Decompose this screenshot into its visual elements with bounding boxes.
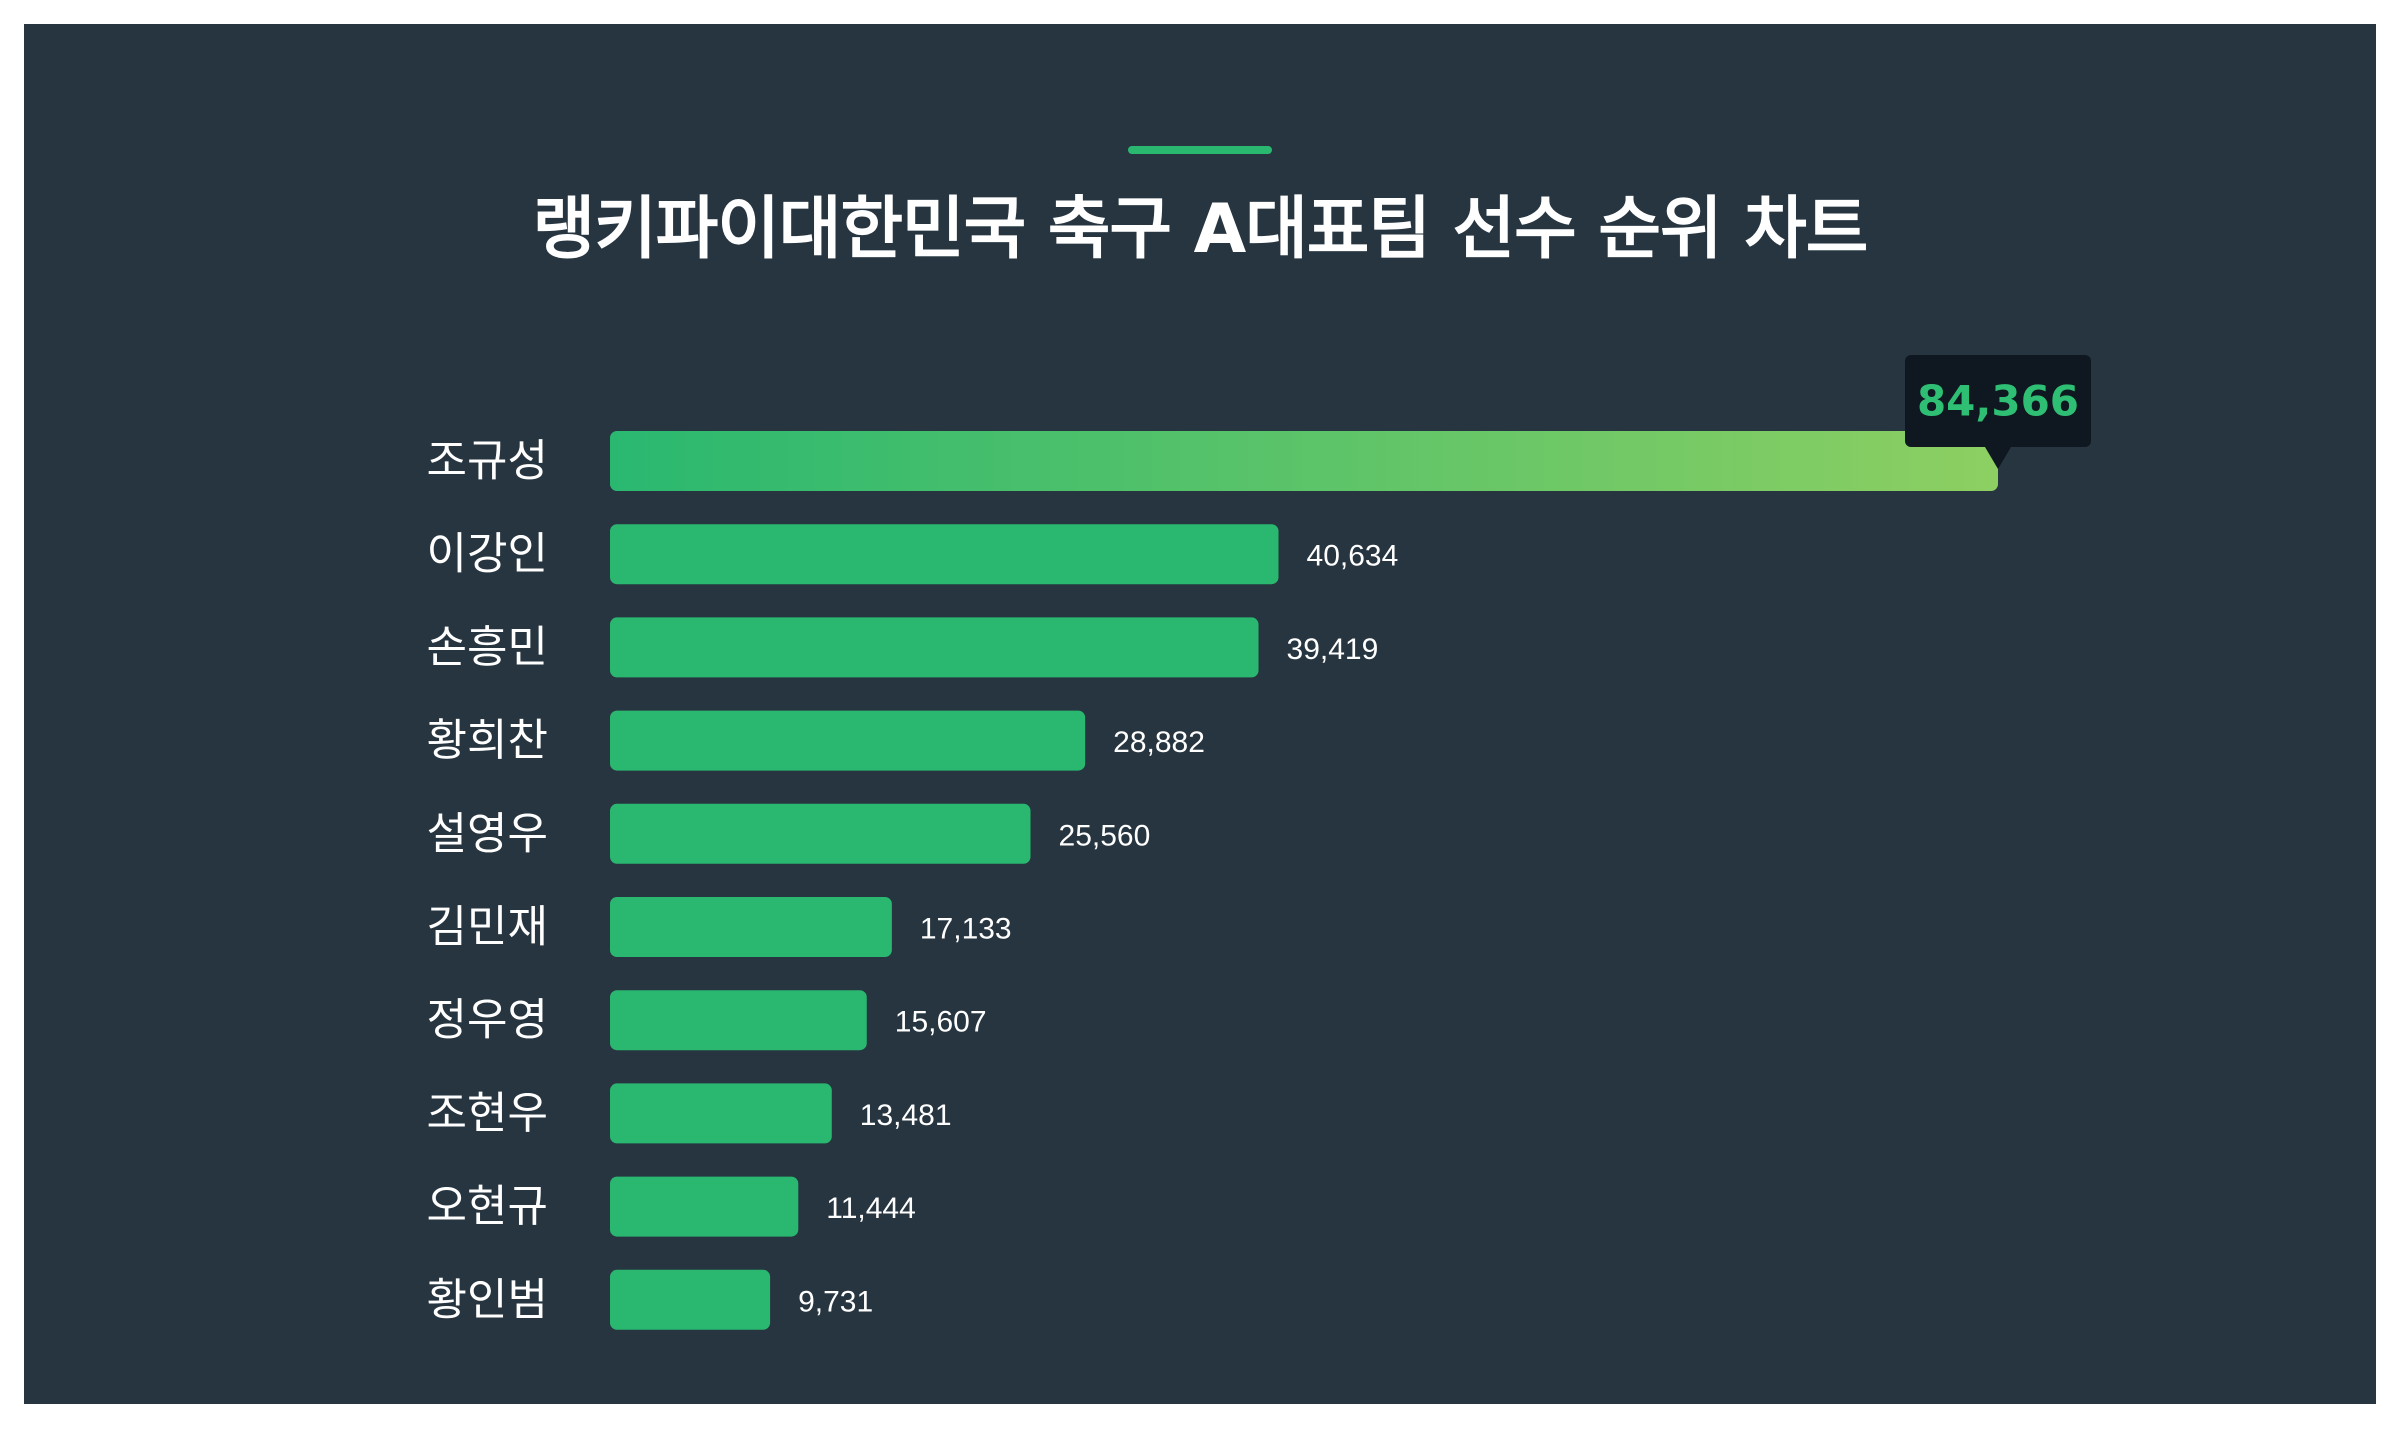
bar	[610, 1083, 832, 1144]
value-label: 39,419	[1287, 633, 1379, 666]
tooltip-box	[1905, 355, 2091, 447]
category-label: 조규성	[427, 436, 548, 487]
bar	[610, 524, 1279, 585]
category-label: 오현규	[427, 1181, 548, 1232]
tooltip-arrow	[1985, 447, 2011, 469]
bar	[610, 897, 892, 957]
category-label: 황인범	[427, 1274, 548, 1325]
value-label: 15,607	[895, 1006, 987, 1039]
chart-panel	[24, 24, 2376, 1404]
value-label: 13,481	[860, 1099, 952, 1132]
category-label: 손흥민	[427, 622, 548, 673]
value-label: 40,634	[1307, 540, 1399, 573]
category-label: 정우영	[427, 995, 548, 1046]
bar	[610, 617, 1259, 678]
category-label: 설영우	[427, 808, 548, 859]
bar	[610, 1269, 771, 1330]
value-label: 17,133	[920, 913, 1012, 946]
bar	[610, 431, 1998, 491]
value-label: 25,560	[1059, 819, 1151, 852]
bar	[610, 710, 1086, 771]
category-label: 김민재	[427, 902, 548, 953]
bar	[610, 990, 867, 1051]
value-tooltip: 84,366	[1905, 355, 2091, 469]
category-label: 황희찬	[427, 715, 548, 766]
chart-title: 랭키파이대한민국 축구 A대표팀 선수 순위 차트	[532, 190, 1869, 269]
value-label: 28,882	[1113, 726, 1205, 759]
category-label: 조현우	[427, 1088, 548, 1139]
bar	[610, 803, 1031, 864]
value-label: 11,444	[826, 1192, 916, 1225]
title-accent-line	[1128, 146, 1272, 154]
value-label: 9,731	[798, 1285, 873, 1318]
value-label: 84,366	[1917, 377, 2079, 426]
bar	[610, 1176, 799, 1237]
category-label: 이강인	[427, 529, 548, 580]
